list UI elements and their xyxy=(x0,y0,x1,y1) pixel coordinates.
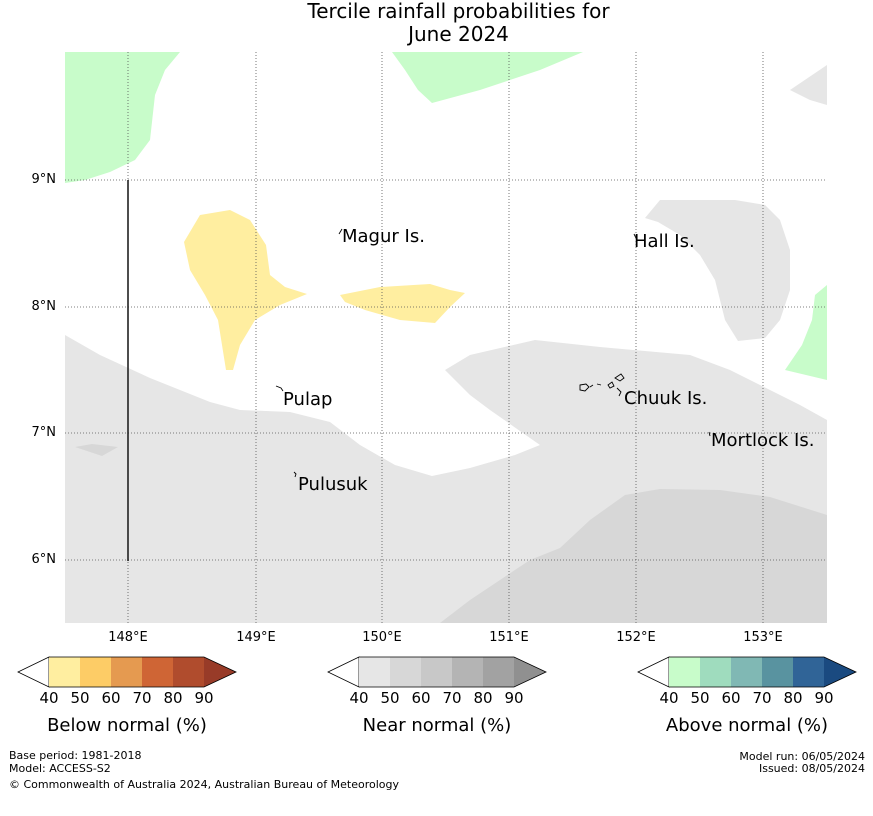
legend-colorbar-above xyxy=(637,656,857,688)
legend-swatch-below-80 xyxy=(173,657,204,687)
legend-swatch-near-80 xyxy=(483,657,514,687)
legend-colorbar-below xyxy=(17,656,237,688)
magur-island-marker xyxy=(338,228,343,235)
above-normal-region-north xyxy=(392,52,583,103)
legend-tick: 60 xyxy=(721,689,741,707)
legend-near-normal: 40 50 60 70 80 90 Near normal (%) xyxy=(327,655,567,745)
legend-colorbar-near xyxy=(327,656,547,688)
legend-swatch-near-50 xyxy=(390,657,421,687)
hall-island-marker xyxy=(633,233,637,239)
near-normal-50-region xyxy=(440,489,827,623)
near-normal-50-small xyxy=(75,444,118,456)
place-label-pulap: Pulap xyxy=(283,389,332,410)
legend-swatch-near-40 xyxy=(359,657,390,687)
legend-swatch-near-90 xyxy=(514,657,546,687)
legend-swatch-near-70 xyxy=(452,657,483,687)
legend-swatch-below-90 xyxy=(204,657,236,687)
above-normal-region-east xyxy=(785,285,827,380)
map-title-line1: Tercile rainfall probabilities for xyxy=(307,0,610,23)
legend-tick: 60 xyxy=(411,689,431,707)
legend-caption-near: Near normal (%) xyxy=(362,715,512,736)
legend-tick: 70 xyxy=(442,689,462,707)
legend-caption-below: Below normal (%) xyxy=(47,715,207,736)
map-title-line2: June 2024 xyxy=(408,22,509,46)
legend-tick: 50 xyxy=(380,689,400,707)
legend-below-normal: 40 50 60 70 80 90 Below normal (%) xyxy=(17,655,257,745)
legend-tick: 50 xyxy=(70,689,90,707)
legend-tick: 70 xyxy=(132,689,152,707)
legend-above-normal: 40 50 60 70 80 90 Above normal (%) xyxy=(637,655,873,745)
lat-label-6n: 6°N xyxy=(31,552,57,567)
legend-tick: 80 xyxy=(473,689,493,707)
legend-swatch-below-50 xyxy=(80,657,111,687)
below-normal-region-west xyxy=(184,210,307,370)
above-normal-region-nw xyxy=(65,52,180,183)
legend-swatch-below-40 xyxy=(49,657,80,687)
near-normal-region-hall xyxy=(645,200,790,341)
lon-label-152e: 152°E xyxy=(616,630,656,645)
legend-swatch-below-70 xyxy=(142,657,173,687)
lon-label-148e: 148°E xyxy=(108,630,148,645)
legend-swatch-above-70 xyxy=(762,657,793,687)
place-label-mortlock: Mortlock Is. xyxy=(711,430,814,451)
legend-tick: 40 xyxy=(349,689,369,707)
footer-copyright: © Commonwealth of Australia 2024, Austra… xyxy=(9,778,399,791)
near-normal-region-ne xyxy=(790,65,827,105)
map-grid xyxy=(65,52,827,623)
legend-swatch-above-80 xyxy=(793,657,824,687)
legend-swatch-below-60 xyxy=(111,657,142,687)
lon-label-153e: 153°E xyxy=(743,630,783,645)
footer-issued: Issued: 08/05/2024 xyxy=(758,762,865,775)
pulusuk-island-marker xyxy=(293,471,297,478)
legend-swatch-above-50 xyxy=(700,657,731,687)
place-label-hall: Hall Is. xyxy=(634,231,695,252)
chuuk-island-markers xyxy=(579,373,625,397)
lon-label-149e: 149°E xyxy=(236,630,276,645)
island-outlines xyxy=(275,228,711,478)
legend-swatch-near-60 xyxy=(421,657,452,687)
legend-swatch-above-90 xyxy=(824,657,856,687)
footer-model: Model: ACCESS-S2 xyxy=(9,762,111,775)
pulap-island-marker xyxy=(275,385,284,392)
legend-tick: 60 xyxy=(101,689,121,707)
lon-label-150e: 150°E xyxy=(362,630,402,645)
legend-tick: 90 xyxy=(814,689,834,707)
legend-caption-above: Above normal (%) xyxy=(665,715,829,736)
place-label-chuuk: Chuuk Is. xyxy=(624,388,707,409)
legend-tick: 80 xyxy=(163,689,183,707)
mortlock-island-marker xyxy=(708,431,711,437)
legend-tick: 90 xyxy=(504,689,524,707)
lat-label-8n: 8°N xyxy=(31,299,57,314)
lon-label-151e: 151°E xyxy=(489,630,529,645)
legend-tick: 80 xyxy=(783,689,803,707)
legend-swatch-above-60 xyxy=(731,657,762,687)
place-label-magur: Magur Is. xyxy=(342,226,425,247)
lat-label-9n: 9°N xyxy=(31,172,57,187)
map-figure: Magur Is. Hall Is. Pulap Chuuk Is. Mortl… xyxy=(65,52,827,623)
footer-base-period: Base period: 1981-2018 xyxy=(9,749,142,762)
below-normal-region-central xyxy=(340,284,465,323)
legend-tick: 40 xyxy=(39,689,59,707)
legend-swatch-above-40 xyxy=(669,657,700,687)
legend-tick: 50 xyxy=(690,689,710,707)
legend-tick: 90 xyxy=(194,689,214,707)
legend-tick: 40 xyxy=(659,689,679,707)
lat-label-7n: 7°N xyxy=(31,425,57,440)
legend-tick: 70 xyxy=(752,689,772,707)
place-label-pulusuk: Pulusuk xyxy=(298,474,368,495)
footer-model-run: Model run: 06/05/2024 xyxy=(739,750,865,763)
